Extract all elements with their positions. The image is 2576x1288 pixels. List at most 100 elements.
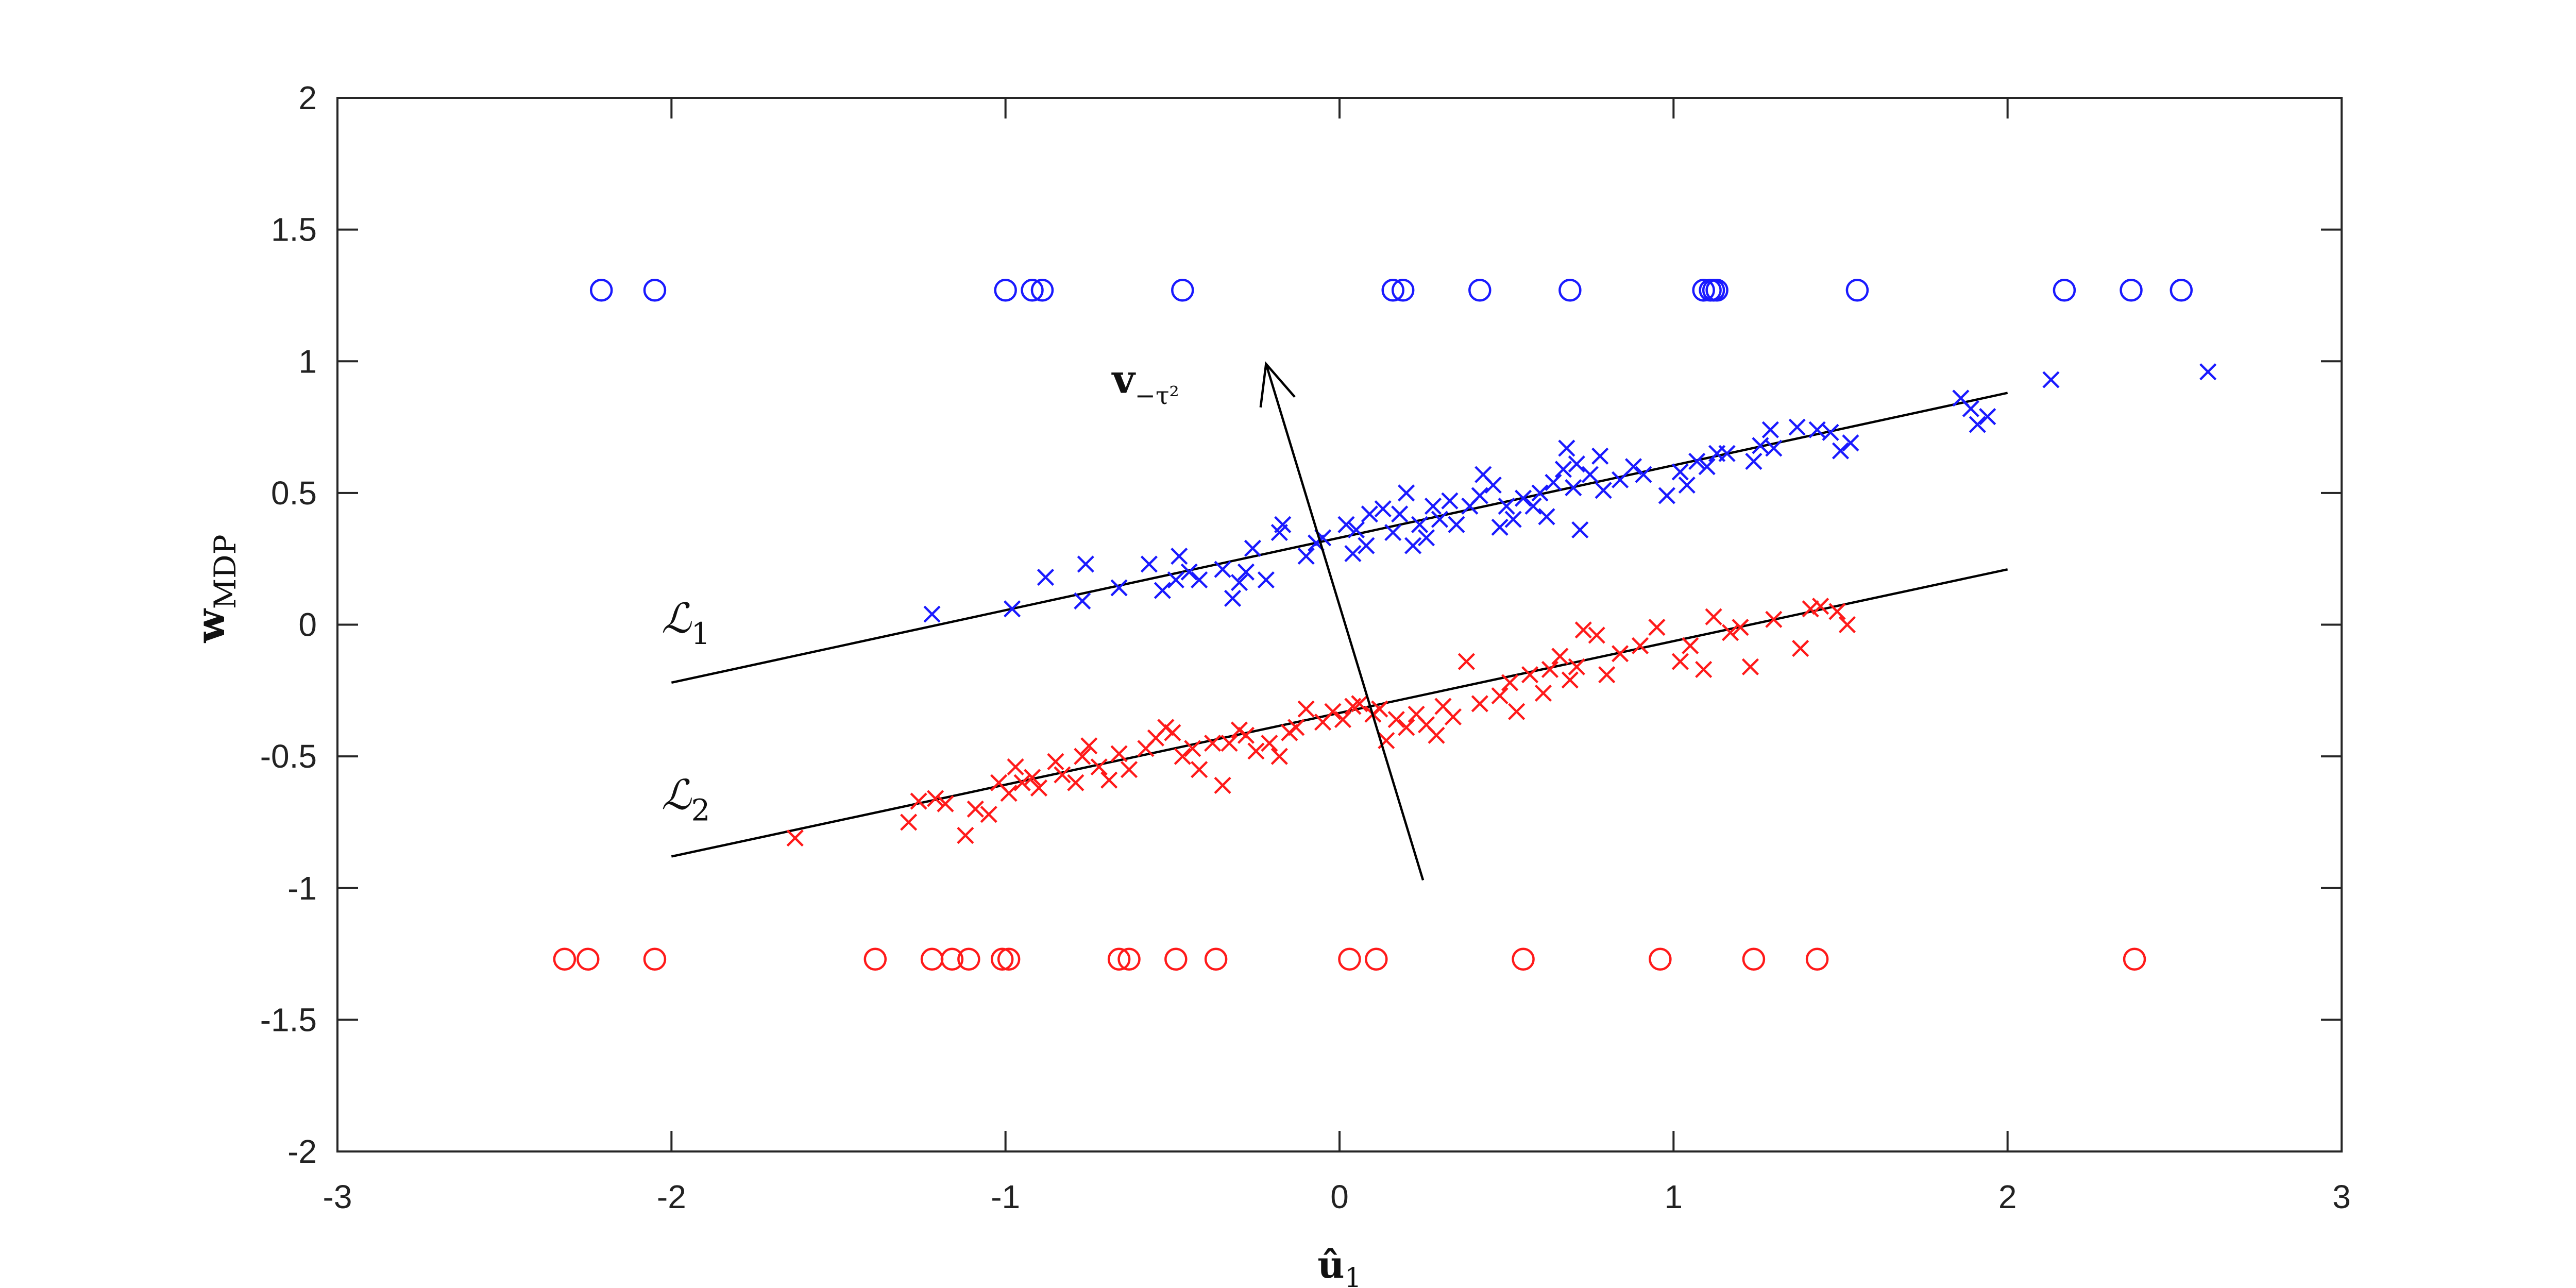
red-x-point — [1428, 726, 1445, 744]
red-x-point — [1270, 748, 1288, 765]
blue-x-point — [1524, 497, 1542, 515]
red-x-point — [1765, 611, 1783, 628]
blue-x-point — [1154, 582, 1171, 599]
y-tick-label: 1 — [298, 343, 317, 380]
blue-x-point — [1718, 445, 1736, 462]
red-x-point — [1100, 771, 1118, 789]
red-circle-point — [1117, 947, 1141, 971]
red-x-point — [980, 806, 997, 823]
y-axis-label: wMDP — [188, 534, 243, 643]
red-x-point — [1631, 637, 1649, 654]
blue-x-point — [1581, 466, 1599, 483]
direction-arrow — [1259, 361, 1425, 881]
blue-x-point — [1441, 492, 1459, 510]
red-x-point — [1828, 603, 1846, 620]
red-x-point — [1812, 598, 1829, 615]
y-tick-label: -2 — [287, 1133, 317, 1170]
red-x-point — [1648, 619, 1666, 636]
line-label-l2: ℒ2 — [662, 771, 710, 827]
blue-x-point — [1808, 421, 1826, 438]
arrow-shaft — [1265, 363, 1425, 881]
red-x-point — [1204, 734, 1222, 752]
red-x-point — [1334, 710, 1352, 728]
blue-circle-point — [1391, 278, 1415, 302]
blue-x-point — [1224, 589, 1242, 607]
blue-x-point — [1171, 547, 1188, 565]
blue-circle-point — [1705, 278, 1728, 302]
blue-x-point — [1832, 442, 1850, 460]
blue-circle-point — [1030, 278, 1054, 302]
blue-circle-point — [1381, 278, 1404, 302]
red-circle-point — [863, 947, 887, 971]
red-x-point — [926, 790, 944, 807]
blue-x-point — [1431, 511, 1449, 528]
x-axis-label-sub: 1 — [1345, 1263, 1362, 1288]
blue-x-point — [1538, 508, 1555, 526]
blue-x-point — [1398, 484, 1415, 502]
red-x-point — [1080, 737, 1098, 755]
red-x-point — [1007, 758, 1024, 776]
y-tick-label: 0.5 — [271, 474, 317, 512]
blue-x-point — [1688, 452, 1706, 470]
red-circle-point — [1649, 947, 1672, 971]
red-circle-point — [1204, 947, 1228, 971]
red-x-point — [1551, 648, 1569, 665]
y-axis-label-main: w — [188, 608, 233, 643]
red-circle-point — [1512, 947, 1535, 971]
blue-circle-point — [1171, 278, 1194, 302]
blue-x-point — [1635, 466, 1652, 483]
blue-x-point — [1404, 537, 1422, 554]
blue-x-point — [1962, 400, 1979, 417]
x-tick-label: 1 — [1665, 1178, 1683, 1215]
arrow-head — [1259, 361, 1296, 408]
red-circle-point — [643, 947, 667, 971]
red-x-point — [1802, 600, 1819, 618]
red-x-point — [1541, 660, 1559, 679]
blue-x-point — [1565, 479, 1582, 497]
red-x-point — [1247, 742, 1265, 760]
arrow-label-main: v — [1111, 357, 1137, 402]
red-circle-point — [553, 947, 577, 971]
red-x-point — [1721, 624, 1739, 641]
blue-x-point — [1244, 539, 1262, 557]
x-tick-label: 0 — [1330, 1178, 1349, 1215]
red-x-point — [1695, 660, 1713, 679]
blue-x-point — [1417, 529, 1435, 547]
red-x-point — [786, 829, 804, 847]
red-x-point — [1110, 745, 1128, 762]
blue-circle-point — [2170, 278, 2193, 302]
blue-x-point — [1571, 521, 1589, 539]
line-label-l1: ℒ1 — [662, 595, 710, 651]
blue-x-point — [1358, 537, 1375, 554]
blue-x-point — [1761, 421, 1779, 438]
x-axis-label: û1 — [1317, 1243, 1361, 1288]
line-label-l1-main: ℒ — [662, 595, 692, 642]
blue-x-point — [1167, 571, 1184, 589]
red-x-point — [1023, 769, 1041, 786]
red-circle-point — [1805, 947, 1829, 971]
red-x-point — [1705, 608, 1722, 625]
y-axis-label-sub: MDP — [208, 534, 243, 609]
blue-x-point — [1180, 563, 1198, 581]
blue-x-point — [1344, 545, 1362, 563]
data-markers — [553, 278, 2217, 971]
red-circle-point — [1742, 947, 1766, 971]
red-x-point — [1574, 621, 1592, 639]
red-x-point — [1508, 703, 1526, 720]
red-x-point — [1351, 695, 1368, 713]
red-x-point — [1612, 645, 1629, 663]
blue-x-point — [1297, 547, 1315, 565]
blue-x-point — [1591, 447, 1609, 465]
red-x-point — [1221, 734, 1238, 752]
blue-x-point — [1658, 487, 1675, 504]
red-x-point — [1030, 779, 1048, 797]
red-x-point — [937, 795, 954, 812]
red-x-point — [1561, 671, 1579, 689]
blue-x-point — [1498, 497, 1515, 515]
red-x-point — [1054, 766, 1071, 784]
blue-x-point — [1568, 455, 1585, 473]
red-x-point — [1568, 658, 1585, 675]
red-x-point — [1521, 666, 1539, 684]
red-x-point — [1491, 687, 1509, 705]
